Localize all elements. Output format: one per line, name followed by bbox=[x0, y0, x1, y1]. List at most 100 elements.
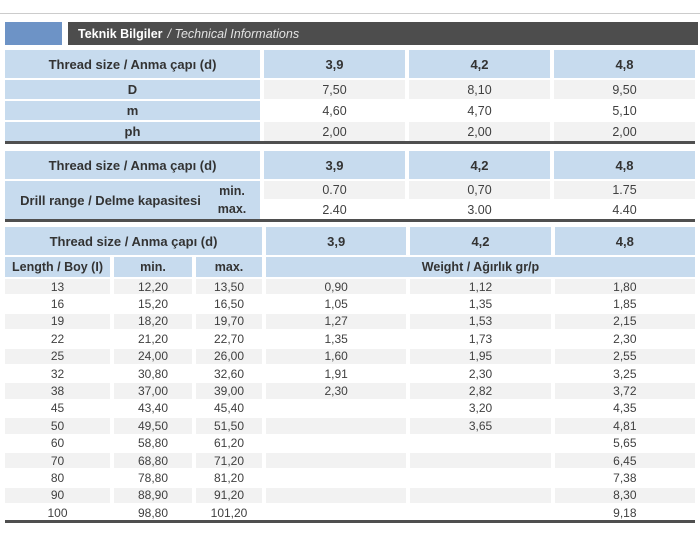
row-label: m bbox=[5, 101, 260, 120]
value-cell: 0.70 bbox=[264, 181, 405, 199]
length-cell: 70 bbox=[5, 452, 110, 469]
weight-cell bbox=[266, 452, 407, 469]
weight-cell: 2,15 bbox=[554, 313, 695, 330]
value-cell: 1.75 bbox=[554, 181, 695, 199]
weight-cell: 2,30 bbox=[554, 331, 695, 347]
min-max-labels: min. max. bbox=[210, 182, 254, 218]
weight-cell: 2,82 bbox=[410, 383, 551, 399]
min-cell: 37,00 bbox=[114, 383, 192, 399]
size-column-header: 4,8 bbox=[554, 50, 695, 78]
weight-cell: 3,25 bbox=[554, 365, 695, 382]
thread-size-header: Thread size / Anma çapı (d) bbox=[5, 151, 260, 179]
page: Teknik Bilgiler / Technical Informations… bbox=[0, 13, 700, 524]
min-cell: 21,20 bbox=[114, 331, 192, 347]
max-cell: 22,70 bbox=[196, 331, 262, 347]
drill-range-table: Thread size / Anma çapı (d) 3,9 4,2 4,8 … bbox=[5, 151, 695, 222]
min-column-header: min. bbox=[114, 257, 192, 277]
length-cell: 13 bbox=[5, 279, 110, 295]
length-cell: 80 bbox=[5, 470, 110, 486]
max-column-header: max. bbox=[196, 257, 262, 277]
max-cell: 13,50 bbox=[196, 279, 262, 295]
max-cell: 45,40 bbox=[196, 400, 262, 417]
max-cell: 91,20 bbox=[196, 487, 262, 504]
size-column-header: 3,9 bbox=[266, 227, 407, 255]
value-cell: 2,00 bbox=[264, 122, 405, 141]
weight-cell: 1,85 bbox=[554, 296, 695, 312]
length-cell: 16 bbox=[5, 296, 110, 312]
value-cell: 4.40 bbox=[554, 201, 695, 219]
max-cell: 61,20 bbox=[196, 435, 262, 451]
drill-range-label: Drill range / Delme kapasitesi bbox=[20, 192, 201, 208]
weight-cell: 1,95 bbox=[410, 348, 551, 364]
max-cell: 71,20 bbox=[196, 452, 262, 469]
weight-cell: 2,30 bbox=[266, 383, 407, 399]
size-column-header: 4,8 bbox=[554, 227, 695, 255]
weight-cell bbox=[266, 505, 407, 521]
min-cell: 43,40 bbox=[114, 400, 192, 417]
weight-cell bbox=[266, 400, 407, 417]
value-cell: 9,50 bbox=[554, 80, 695, 99]
thread-size-header: Thread size / Anma çapı (d) bbox=[5, 50, 260, 78]
drill-range-label-cell: Drill range / Delme kapasitesi min. max. bbox=[5, 181, 260, 219]
section-title-bar: Teknik Bilgiler / Technical Informations bbox=[68, 22, 698, 45]
value-cell: 2,00 bbox=[409, 122, 550, 141]
max-cell: 26,00 bbox=[196, 348, 262, 364]
weight-cell bbox=[266, 470, 407, 486]
min-cell: 30,80 bbox=[114, 365, 192, 382]
weight-cell: 1,27 bbox=[266, 313, 407, 330]
length-cell: 32 bbox=[5, 365, 110, 382]
weight-cell: 1,12 bbox=[410, 279, 551, 295]
row-label: ph bbox=[5, 122, 260, 141]
weight-cell bbox=[266, 418, 407, 434]
length-weight-table: Thread size / Anma çapı (d) 3,9 4,2 4,8 … bbox=[5, 227, 695, 524]
weight-cell: 9,18 bbox=[554, 505, 695, 521]
weight-cell: 1,80 bbox=[554, 279, 695, 295]
weight-cell bbox=[410, 487, 551, 504]
section-header: Teknik Bilgiler / Technical Informations bbox=[0, 22, 700, 45]
weight-cell bbox=[410, 505, 551, 521]
weight-cell: 3,20 bbox=[410, 400, 551, 417]
value-cell: 2,00 bbox=[554, 122, 695, 141]
value-cell: 7,50 bbox=[264, 80, 405, 99]
weight-cell: 2,30 bbox=[410, 365, 551, 382]
size-column-header: 4,2 bbox=[409, 151, 550, 179]
min-cell: 68,80 bbox=[114, 452, 192, 469]
size-column-header: 4,8 bbox=[554, 151, 695, 179]
weight-cell: 7,38 bbox=[554, 470, 695, 486]
value-cell: 5,10 bbox=[554, 101, 695, 120]
weight-cell: 6,45 bbox=[554, 452, 695, 469]
value-cell: 3.00 bbox=[409, 201, 550, 219]
size-column-header: 3,9 bbox=[264, 151, 405, 179]
length-cell: 50 bbox=[5, 418, 110, 434]
weight-cell: 1,35 bbox=[410, 296, 551, 312]
length-column-header: Length / Boy (I) bbox=[5, 257, 110, 277]
weight-cell bbox=[266, 435, 407, 451]
length-cell: 90 bbox=[5, 487, 110, 504]
size-column-header: 4,2 bbox=[410, 227, 551, 255]
row-label: D bbox=[5, 80, 260, 99]
length-cell: 22 bbox=[5, 331, 110, 347]
weight-cell: 3,65 bbox=[410, 418, 551, 434]
weight-cell: 8,30 bbox=[554, 487, 695, 504]
min-cell: 58,80 bbox=[114, 435, 192, 451]
section-title-en: / Technical Informations bbox=[167, 26, 300, 41]
value-cell: 2.40 bbox=[264, 201, 405, 219]
section-title-tr: Teknik Bilgiler bbox=[78, 26, 163, 41]
weight-cell bbox=[410, 470, 551, 486]
length-cell: 19 bbox=[5, 313, 110, 330]
max-cell: 16,50 bbox=[196, 296, 262, 312]
max-label: max. bbox=[217, 202, 247, 216]
weight-cell bbox=[266, 487, 407, 504]
size-column-header: 4,2 bbox=[409, 50, 550, 78]
top-divider bbox=[0, 13, 700, 14]
weight-cell: 1,60 bbox=[266, 348, 407, 364]
size-column-header: 3,9 bbox=[264, 50, 405, 78]
max-cell: 32,60 bbox=[196, 365, 262, 382]
dimensions-table: Thread size / Anma çapı (d) 3,9 4,2 4,8 … bbox=[5, 50, 695, 144]
min-cell: 78,80 bbox=[114, 470, 192, 486]
length-cell: 60 bbox=[5, 435, 110, 451]
max-cell: 39,00 bbox=[196, 383, 262, 399]
length-cell: 25 bbox=[5, 348, 110, 364]
value-cell: 8,10 bbox=[409, 80, 550, 99]
length-cell: 100 bbox=[5, 505, 110, 521]
